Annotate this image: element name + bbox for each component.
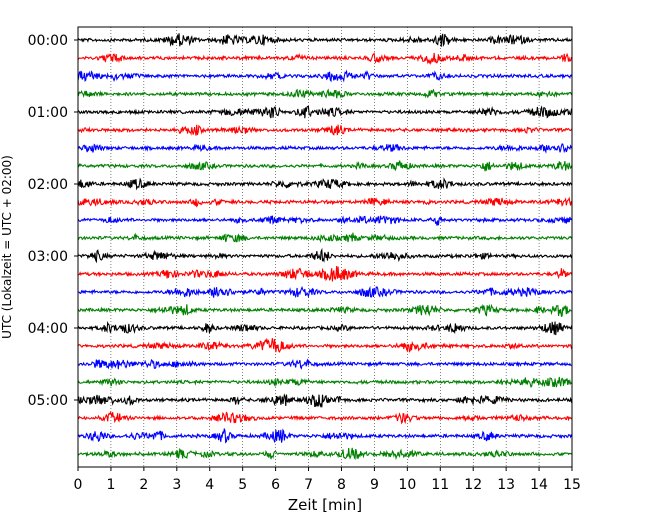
- x-tick-label: 6: [271, 477, 280, 493]
- trace-0315: [77, 266, 573, 282]
- x-tick-label: 11: [431, 477, 449, 493]
- trace-0145: [77, 160, 573, 172]
- x-tick-label: 10: [398, 477, 416, 493]
- x-tick-label: 0: [74, 477, 83, 493]
- trace-0515: [77, 411, 573, 425]
- x-tick-label: 5: [238, 477, 247, 493]
- trace-0345: [77, 303, 573, 318]
- trace-0000: [77, 33, 573, 47]
- y-tick-label: 03:00: [28, 249, 68, 265]
- trace-0415: [77, 337, 573, 353]
- y-tick-label: 00:00: [28, 33, 68, 49]
- trace-0545: [77, 447, 573, 461]
- trace-0215: [77, 196, 573, 208]
- trace-0230: [77, 215, 573, 226]
- y-axis-title: UTC (Lokalzeit = UTC + 02:00): [0, 155, 14, 339]
- trace-0300: [77, 247, 573, 264]
- x-tick-label: 12: [464, 477, 482, 493]
- trace-0245: [77, 232, 573, 244]
- trace-0045: [77, 88, 573, 99]
- trace-0330: [77, 285, 573, 299]
- trace-0030: [77, 69, 573, 83]
- trace-0430: [77, 358, 573, 370]
- x-tick-label: 14: [530, 477, 548, 493]
- x-tick-label: 15: [563, 477, 581, 493]
- x-axis-ticks: 0 1 2 3 4 5 6 7 8 9 10 11 12 13 14 15: [74, 467, 581, 493]
- trace-0530: [77, 428, 573, 444]
- x-tick-label: 1: [106, 477, 115, 493]
- x-tick-label: 8: [337, 477, 346, 493]
- trace-0115: [77, 124, 573, 136]
- y-axis-ticks: 00:00 01:00 02:00 03:00 04:00 05:00: [28, 33, 78, 409]
- grid-lines: [110, 27, 540, 467]
- y-tick-label: 01:00: [28, 105, 68, 121]
- trace-0400: [77, 320, 573, 336]
- x-tick-label: 3: [172, 477, 181, 493]
- trace-0500: [77, 393, 573, 408]
- y-tick-label: 04:00: [28, 321, 68, 337]
- x-tick-label: 4: [205, 477, 214, 493]
- x-tick-label: 7: [304, 477, 313, 493]
- x-axis-title: Zeit [min]: [288, 496, 362, 514]
- x-tick-label: 2: [139, 477, 148, 493]
- trace-0200: [77, 177, 573, 191]
- trace-0100: [77, 105, 573, 119]
- y-tick-label: 05:00: [28, 393, 68, 409]
- seismic-traces: [77, 33, 573, 461]
- x-tick-label: 13: [497, 477, 515, 493]
- trace-0445: [77, 376, 573, 388]
- trace-0015: [77, 52, 573, 66]
- y-tick-label: 02:00: [28, 177, 68, 193]
- x-tick-label: 9: [370, 477, 379, 493]
- trace-0130: [77, 143, 573, 154]
- plot-frame: [77, 26, 573, 468]
